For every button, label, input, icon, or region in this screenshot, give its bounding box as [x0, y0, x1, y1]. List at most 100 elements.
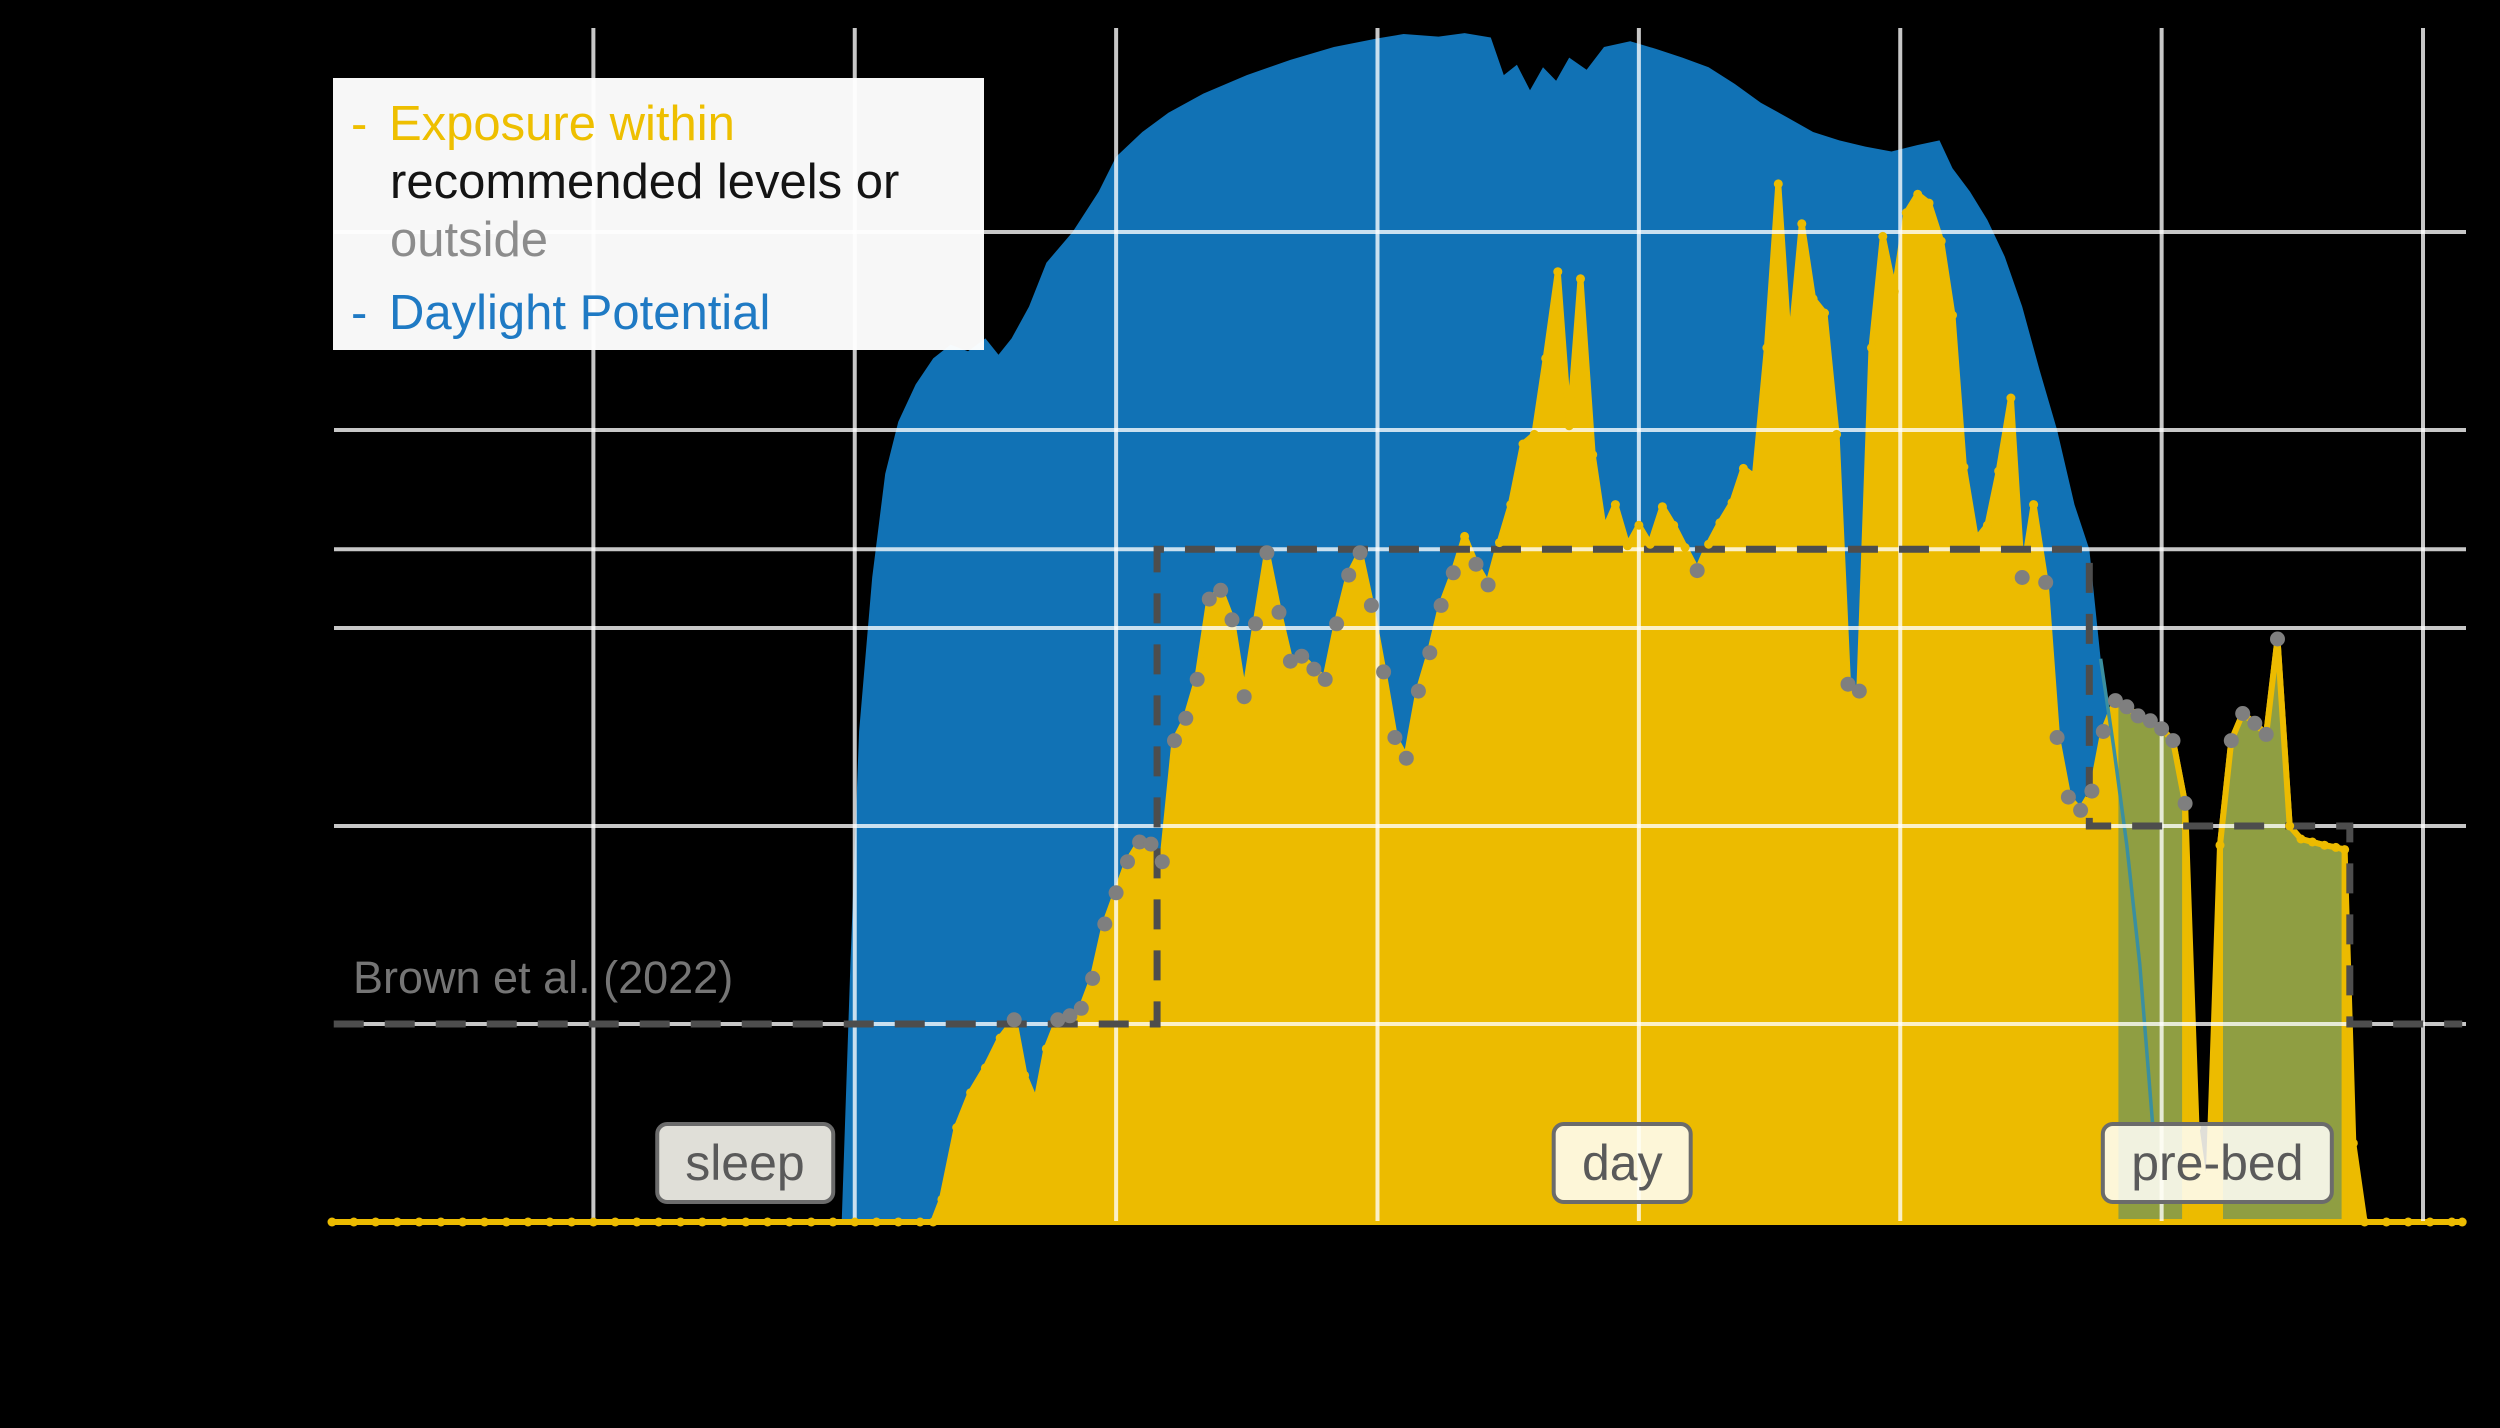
- legend-label-recommended: recommended levels or: [390, 154, 900, 209]
- reference-annotation: Brown et al. (2022): [353, 952, 734, 1003]
- datapoint-outside-marker: [1248, 616, 1263, 632]
- datapoint-outside-marker: [1259, 545, 1275, 561]
- datapoint-outside-marker: [1154, 854, 1170, 870]
- recommendation-step-line: [333, 545, 2463, 1028]
- datapoint-outside-marker: [1050, 1012, 1066, 1028]
- datapoint-within-marker: [719, 1217, 729, 1227]
- datapoint-within-marker: [1031, 1098, 1041, 1108]
- datapoint-within-marker: [915, 1217, 925, 1227]
- daylight-edge-line: [2098, 658, 2155, 1128]
- datapoint-within-marker: [2296, 834, 2306, 844]
- datapoint-outside-marker: [2107, 693, 2123, 709]
- datapoint-within-marker: [480, 1217, 489, 1227]
- datapoint-outside-marker: [1085, 970, 1101, 986]
- datapoint-outside-marker: [1108, 885, 1124, 901]
- datapoint-outside-marker: [2060, 789, 2076, 805]
- datapoint-within-marker: [523, 1217, 533, 1227]
- datapoint-within-marker: [763, 1217, 773, 1227]
- datapoint-within-marker: [828, 1217, 838, 1227]
- datapoint-within-marker: [1645, 539, 1655, 549]
- datapoint-outside-marker: [2142, 713, 2158, 729]
- datapoint-within-marker: [371, 1217, 381, 1227]
- datapoint-within-marker: [1750, 472, 1760, 482]
- datapoint-within-marker: [741, 1217, 751, 1227]
- datapoint-within-marker: [327, 1217, 337, 1227]
- legend-label-exposure: Exposure within: [389, 97, 735, 151]
- datapoint-within-marker: [2215, 840, 2225, 850]
- datapoint-outside-marker: [1468, 556, 1484, 572]
- datapoint-within-marker: [1832, 429, 1842, 439]
- datapoint-outside-marker: [1201, 591, 1217, 607]
- datapoint-outside-marker: [1363, 597, 1379, 613]
- datapoint-within-marker: [1867, 343, 1876, 353]
- datapoint-within-marker: [1994, 466, 2004, 476]
- datapoint-within-marker: [995, 1033, 1005, 1043]
- datapoint-outside-marker: [2258, 726, 2274, 742]
- datapoint-within-marker: [893, 1217, 903, 1227]
- datapoint-outside-marker: [1224, 612, 1240, 628]
- datapoint-outside-marker: [1689, 563, 1705, 579]
- datapoint-within-marker: [697, 1217, 707, 1227]
- datapoint-within-marker: [2381, 1217, 2391, 1227]
- datapoint-within-marker: [1704, 539, 1714, 549]
- datapoint-within-marker: [1460, 531, 1470, 541]
- datapoint-outside-marker: [2223, 733, 2239, 749]
- datapoint-outside-marker: [1840, 676, 1856, 692]
- datapoint-outside-marker: [1167, 733, 1182, 749]
- datapoint-within-marker: [1680, 543, 1690, 552]
- datapoint-within-marker: [2425, 1217, 2435, 1227]
- datapoint-outside-marker: [2119, 699, 2135, 715]
- datapoint-within-marker: [2320, 840, 2329, 850]
- datapoint-outside-marker: [1352, 545, 1368, 561]
- datapoint-within-marker: [1820, 308, 1829, 318]
- datapoint-outside-marker: [1294, 648, 1310, 664]
- datapoint-within-marker: [1634, 520, 1644, 530]
- datapoint-within-marker: [1727, 498, 1737, 508]
- datapoint-outside-marker: [2049, 730, 2065, 745]
- datapoint-within-marker: [1541, 353, 1551, 363]
- datapoint-within-marker: [1599, 526, 1609, 536]
- datapoint-within-marker: [1785, 350, 1795, 360]
- datapoint-outside-marker: [1213, 582, 1229, 598]
- datapoint-outside-marker: [1282, 653, 1298, 669]
- datapoint-within-marker: [349, 1217, 359, 1227]
- datapoint-outside-marker: [1410, 683, 1426, 699]
- datapoint-within-marker: [1901, 208, 1911, 218]
- datapoint-outside-marker: [1341, 567, 1357, 583]
- datapoint-within-marker: [1959, 462, 1969, 472]
- datapoint-within-marker: [632, 1217, 642, 1227]
- datapoint-within-marker: [2360, 1217, 2370, 1227]
- datapoint-within-marker: [1948, 310, 1957, 320]
- datapoint-within-marker: [1982, 520, 1992, 530]
- datapoint-within-marker: [937, 1194, 947, 1204]
- datapoint-within-marker: [501, 1217, 511, 1227]
- datapoint-within-marker: [872, 1217, 881, 1227]
- legend-dash-daylight: -: [351, 286, 368, 341]
- datapoint-within-marker: [1623, 541, 1632, 551]
- datapoint-within-marker: [2348, 1138, 2358, 1148]
- datapoint-within-marker: [1020, 1070, 1030, 1080]
- datapoint-within-marker: [2403, 1217, 2413, 1227]
- datapoint-within-marker: [1889, 287, 1899, 297]
- datapoint-within-marker: [2029, 500, 2039, 510]
- datapoint-outside-marker: [2154, 721, 2170, 737]
- datapoint-outside-marker: [2038, 574, 2054, 590]
- phase-label-sleep: sleep: [655, 1122, 835, 1204]
- datapoint-within-marker: [1529, 429, 1539, 439]
- datapoint-outside-marker: [2084, 783, 2100, 799]
- datapoint-outside-marker: [2095, 724, 2111, 739]
- datapoint-outside-marker: [1006, 1012, 1022, 1028]
- datapoint-within-marker: [1773, 179, 1783, 189]
- datapoint-within-marker: [1588, 450, 1598, 460]
- datapoint-outside-marker: [1236, 689, 1252, 705]
- datapoint-outside-marker: [1317, 671, 1333, 687]
- datapoint-outside-marker: [1143, 836, 1159, 852]
- datapoint-outside-marker: [2130, 708, 2146, 724]
- datapoint-outside-marker: [2270, 631, 2285, 647]
- datapoint-outside-marker: [2235, 706, 2251, 721]
- datapoint-within-marker: [1576, 274, 1585, 284]
- datapoint-within-marker: [1553, 267, 1563, 277]
- datapoint-outside-marker: [2177, 795, 2193, 811]
- datapoint-outside-marker: [1097, 916, 1113, 932]
- datapoint-within-marker: [1518, 439, 1528, 449]
